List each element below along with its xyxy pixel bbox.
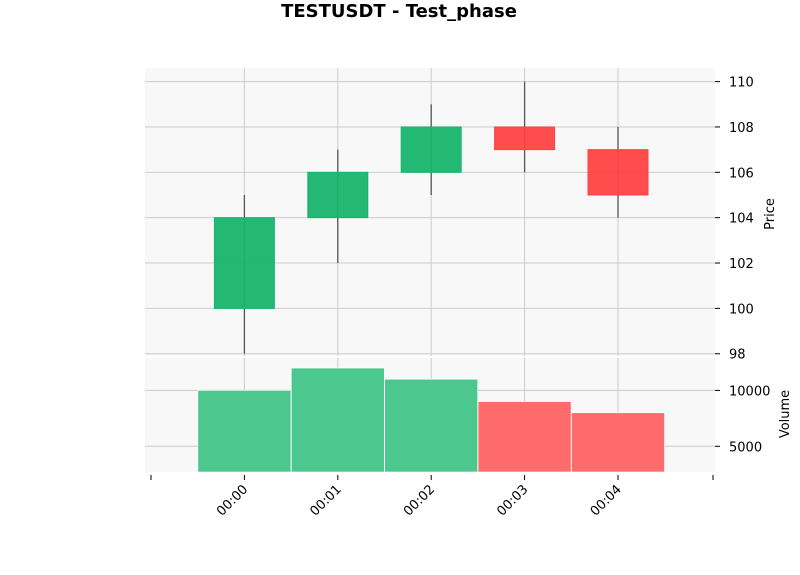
x-tick-label: 00:04: [588, 482, 625, 519]
x-tick-label: 00:03: [494, 482, 531, 519]
candle-body: [307, 171, 369, 219]
volume-bar: [477, 401, 572, 473]
price-tick-label: 102: [729, 257, 754, 272]
price-panel-background: [145, 68, 715, 356]
candle-body: [400, 126, 462, 173]
x-tick-label: 00:02: [401, 482, 438, 519]
x-tick-label: 00:01: [308, 482, 345, 519]
price-tick-label: 110: [729, 76, 754, 91]
price-tick-label: 108: [729, 121, 754, 136]
candle-body: [213, 217, 275, 309]
price-tick-label: 100: [729, 302, 754, 317]
volume-bar: [571, 412, 665, 473]
price-tick-label: 98: [729, 348, 746, 363]
price-tick-label: 106: [729, 166, 754, 181]
chart-title: TESTUSDT - Test_phase: [281, 1, 517, 22]
volume-bar: [384, 378, 479, 473]
volume-tick-label: 5000: [729, 440, 762, 455]
volume-bar: [197, 390, 292, 473]
price-tick-label: 104: [729, 212, 754, 227]
price-axis-label: Price: [763, 198, 778, 230]
volume-bar: [290, 367, 385, 473]
volume-tick-label: 10000: [729, 384, 770, 399]
candle-body: [494, 126, 556, 151]
volume-axis-label: Volume: [778, 390, 793, 438]
x-tick-label: 00:00: [214, 482, 251, 519]
candle-body: [587, 149, 649, 196]
